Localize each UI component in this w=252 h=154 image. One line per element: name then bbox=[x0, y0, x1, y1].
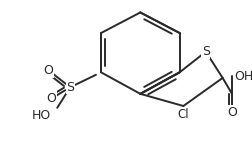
Text: O: O bbox=[46, 92, 56, 105]
Text: HO: HO bbox=[32, 109, 51, 122]
Text: O: O bbox=[226, 106, 236, 119]
Text: OH: OH bbox=[233, 70, 252, 83]
Text: Cl: Cl bbox=[177, 108, 188, 121]
Text: S: S bbox=[201, 45, 209, 58]
Text: O: O bbox=[44, 64, 53, 77]
Text: S: S bbox=[66, 81, 74, 94]
